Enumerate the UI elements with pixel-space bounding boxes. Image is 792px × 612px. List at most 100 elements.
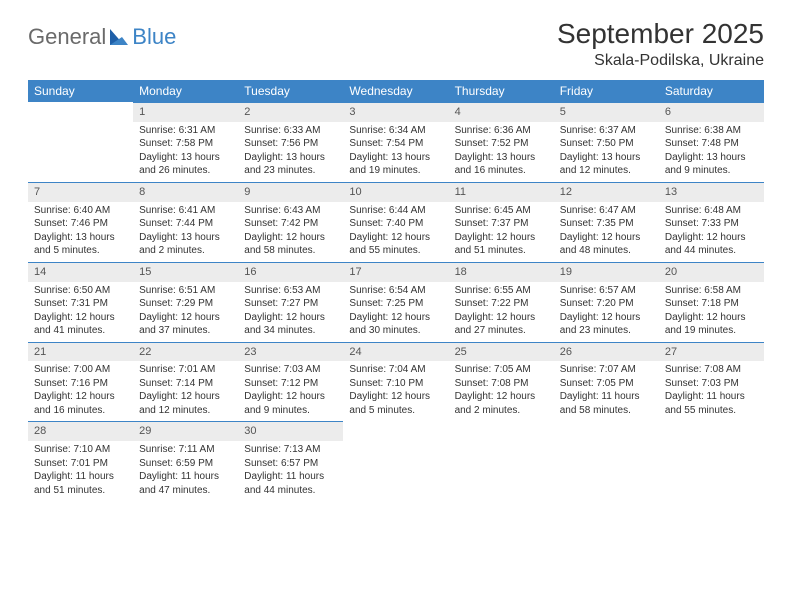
sail-icon bbox=[108, 27, 130, 47]
day-number: 13 bbox=[659, 182, 764, 202]
calendar-day-cell: 16Sunrise: 6:53 AMSunset: 7:27 PMDayligh… bbox=[238, 262, 343, 342]
calendar-day-cell: 23Sunrise: 7:03 AMSunset: 7:12 PMDayligh… bbox=[238, 342, 343, 422]
sunrise-text: Sunrise: 6:40 AM bbox=[34, 204, 127, 218]
sunrise-text: Sunrise: 7:04 AM bbox=[349, 363, 442, 377]
sunrise-text: Sunrise: 6:33 AM bbox=[244, 124, 337, 138]
calendar-day-cell: 28Sunrise: 7:10 AMSunset: 7:01 PMDayligh… bbox=[28, 421, 133, 501]
daylight-text: Daylight: 11 hours and 51 minutes. bbox=[34, 470, 127, 497]
daylight-text: Daylight: 11 hours and 44 minutes. bbox=[244, 470, 337, 497]
daylight-text: Daylight: 13 hours and 5 minutes. bbox=[34, 231, 127, 258]
day-number: 20 bbox=[659, 262, 764, 282]
daylight-text: Daylight: 12 hours and 5 minutes. bbox=[349, 390, 442, 417]
sunrise-text: Sunrise: 6:55 AM bbox=[455, 284, 548, 298]
calendar-day-cell: 21Sunrise: 7:00 AMSunset: 7:16 PMDayligh… bbox=[28, 342, 133, 422]
sunset-text: Sunset: 7:37 PM bbox=[455, 217, 548, 231]
daylight-text: Daylight: 12 hours and 19 minutes. bbox=[665, 311, 758, 338]
sunset-text: Sunset: 7:18 PM bbox=[665, 297, 758, 311]
calendar-body: 1Sunrise: 6:31 AMSunset: 7:58 PMDaylight… bbox=[28, 102, 764, 501]
daylight-text: Daylight: 13 hours and 19 minutes. bbox=[349, 151, 442, 178]
sunrise-text: Sunrise: 6:53 AM bbox=[244, 284, 337, 298]
sunrise-text: Sunrise: 7:11 AM bbox=[139, 443, 232, 457]
header: General Blue September 2025 Skala-Podils… bbox=[28, 18, 764, 70]
daylight-text: Daylight: 13 hours and 23 minutes. bbox=[244, 151, 337, 178]
sunset-text: Sunset: 7:44 PM bbox=[139, 217, 232, 231]
day-number: 7 bbox=[28, 182, 133, 202]
weekday-header: Thursday bbox=[449, 80, 554, 102]
sunset-text: Sunset: 7:46 PM bbox=[34, 217, 127, 231]
sunset-text: Sunset: 7:16 PM bbox=[34, 377, 127, 391]
sunrise-text: Sunrise: 6:48 AM bbox=[665, 204, 758, 218]
day-body: Sunrise: 7:07 AMSunset: 7:05 PMDaylight:… bbox=[554, 361, 659, 421]
daylight-text: Daylight: 12 hours and 12 minutes. bbox=[139, 390, 232, 417]
calendar-empty-cell bbox=[28, 102, 133, 182]
sunrise-text: Sunrise: 7:01 AM bbox=[139, 363, 232, 377]
daylight-text: Daylight: 12 hours and 41 minutes. bbox=[34, 311, 127, 338]
day-body: Sunrise: 7:01 AMSunset: 7:14 PMDaylight:… bbox=[133, 361, 238, 421]
day-body: Sunrise: 7:11 AMSunset: 6:59 PMDaylight:… bbox=[133, 441, 238, 501]
daylight-text: Daylight: 12 hours and 30 minutes. bbox=[349, 311, 442, 338]
calendar-day-cell: 18Sunrise: 6:55 AMSunset: 7:22 PMDayligh… bbox=[449, 262, 554, 342]
day-number: 23 bbox=[238, 342, 343, 362]
title-block: September 2025 Skala-Podilska, Ukraine bbox=[557, 18, 764, 70]
day-number: 15 bbox=[133, 262, 238, 282]
calendar-day-cell: 29Sunrise: 7:11 AMSunset: 6:59 PMDayligh… bbox=[133, 421, 238, 501]
daylight-text: Daylight: 12 hours and 44 minutes. bbox=[665, 231, 758, 258]
calendar-day-cell: 15Sunrise: 6:51 AMSunset: 7:29 PMDayligh… bbox=[133, 262, 238, 342]
sunset-text: Sunset: 7:40 PM bbox=[349, 217, 442, 231]
daylight-text: Daylight: 12 hours and 58 minutes. bbox=[244, 231, 337, 258]
month-title: September 2025 bbox=[557, 18, 764, 50]
calendar-day-cell: 27Sunrise: 7:08 AMSunset: 7:03 PMDayligh… bbox=[659, 342, 764, 422]
sunrise-text: Sunrise: 6:36 AM bbox=[455, 124, 548, 138]
weekday-header-row: SundayMondayTuesdayWednesdayThursdayFrid… bbox=[28, 80, 764, 102]
weekday-header: Saturday bbox=[659, 80, 764, 102]
sunset-text: Sunset: 7:10 PM bbox=[349, 377, 442, 391]
day-number: 21 bbox=[28, 342, 133, 362]
day-number: 4 bbox=[449, 102, 554, 122]
sunset-text: Sunset: 7:22 PM bbox=[455, 297, 548, 311]
day-body: Sunrise: 6:48 AMSunset: 7:33 PMDaylight:… bbox=[659, 202, 764, 262]
daylight-text: Daylight: 12 hours and 34 minutes. bbox=[244, 311, 337, 338]
daylight-text: Daylight: 11 hours and 47 minutes. bbox=[139, 470, 232, 497]
day-body: Sunrise: 6:37 AMSunset: 7:50 PMDaylight:… bbox=[554, 122, 659, 182]
calendar-day-cell: 30Sunrise: 7:13 AMSunset: 6:57 PMDayligh… bbox=[238, 421, 343, 501]
day-body: Sunrise: 6:43 AMSunset: 7:42 PMDaylight:… bbox=[238, 202, 343, 262]
daylight-text: Daylight: 12 hours and 48 minutes. bbox=[560, 231, 653, 258]
calendar-empty-cell bbox=[449, 421, 554, 501]
calendar-day-cell: 2Sunrise: 6:33 AMSunset: 7:56 PMDaylight… bbox=[238, 102, 343, 182]
day-number: 9 bbox=[238, 182, 343, 202]
daylight-text: Daylight: 12 hours and 16 minutes. bbox=[34, 390, 127, 417]
sunrise-text: Sunrise: 7:00 AM bbox=[34, 363, 127, 377]
sunrise-text: Sunrise: 6:31 AM bbox=[139, 124, 232, 138]
calendar-day-cell: 22Sunrise: 7:01 AMSunset: 7:14 PMDayligh… bbox=[133, 342, 238, 422]
day-body: Sunrise: 6:36 AMSunset: 7:52 PMDaylight:… bbox=[449, 122, 554, 182]
day-body: Sunrise: 7:13 AMSunset: 6:57 PMDaylight:… bbox=[238, 441, 343, 501]
calendar-day-cell: 6Sunrise: 6:38 AMSunset: 7:48 PMDaylight… bbox=[659, 102, 764, 182]
daylight-text: Daylight: 13 hours and 16 minutes. bbox=[455, 151, 548, 178]
day-number: 14 bbox=[28, 262, 133, 282]
day-body: Sunrise: 7:00 AMSunset: 7:16 PMDaylight:… bbox=[28, 361, 133, 421]
day-body: Sunrise: 7:10 AMSunset: 7:01 PMDaylight:… bbox=[28, 441, 133, 501]
day-number: 27 bbox=[659, 342, 764, 362]
sunrise-text: Sunrise: 6:37 AM bbox=[560, 124, 653, 138]
day-body: Sunrise: 6:34 AMSunset: 7:54 PMDaylight:… bbox=[343, 122, 448, 182]
sunset-text: Sunset: 7:20 PM bbox=[560, 297, 653, 311]
daylight-text: Daylight: 12 hours and 51 minutes. bbox=[455, 231, 548, 258]
weekday-header: Wednesday bbox=[343, 80, 448, 102]
day-number: 16 bbox=[238, 262, 343, 282]
calendar-day-cell: 17Sunrise: 6:54 AMSunset: 7:25 PMDayligh… bbox=[343, 262, 448, 342]
sunrise-text: Sunrise: 7:07 AM bbox=[560, 363, 653, 377]
calendar-week-row: 1Sunrise: 6:31 AMSunset: 7:58 PMDaylight… bbox=[28, 102, 764, 182]
sunrise-text: Sunrise: 7:13 AM bbox=[244, 443, 337, 457]
sunset-text: Sunset: 7:14 PM bbox=[139, 377, 232, 391]
weekday-header: Sunday bbox=[28, 80, 133, 102]
day-body: Sunrise: 6:58 AMSunset: 7:18 PMDaylight:… bbox=[659, 282, 764, 342]
day-number: 5 bbox=[554, 102, 659, 122]
calendar-day-cell: 19Sunrise: 6:57 AMSunset: 7:20 PMDayligh… bbox=[554, 262, 659, 342]
sunset-text: Sunset: 7:31 PM bbox=[34, 297, 127, 311]
day-body: Sunrise: 6:40 AMSunset: 7:46 PMDaylight:… bbox=[28, 202, 133, 262]
sunrise-text: Sunrise: 6:47 AM bbox=[560, 204, 653, 218]
calendar-day-cell: 1Sunrise: 6:31 AMSunset: 7:58 PMDaylight… bbox=[133, 102, 238, 182]
weekday-header: Monday bbox=[133, 80, 238, 102]
sunrise-text: Sunrise: 7:03 AM bbox=[244, 363, 337, 377]
calendar-day-cell: 10Sunrise: 6:44 AMSunset: 7:40 PMDayligh… bbox=[343, 182, 448, 262]
